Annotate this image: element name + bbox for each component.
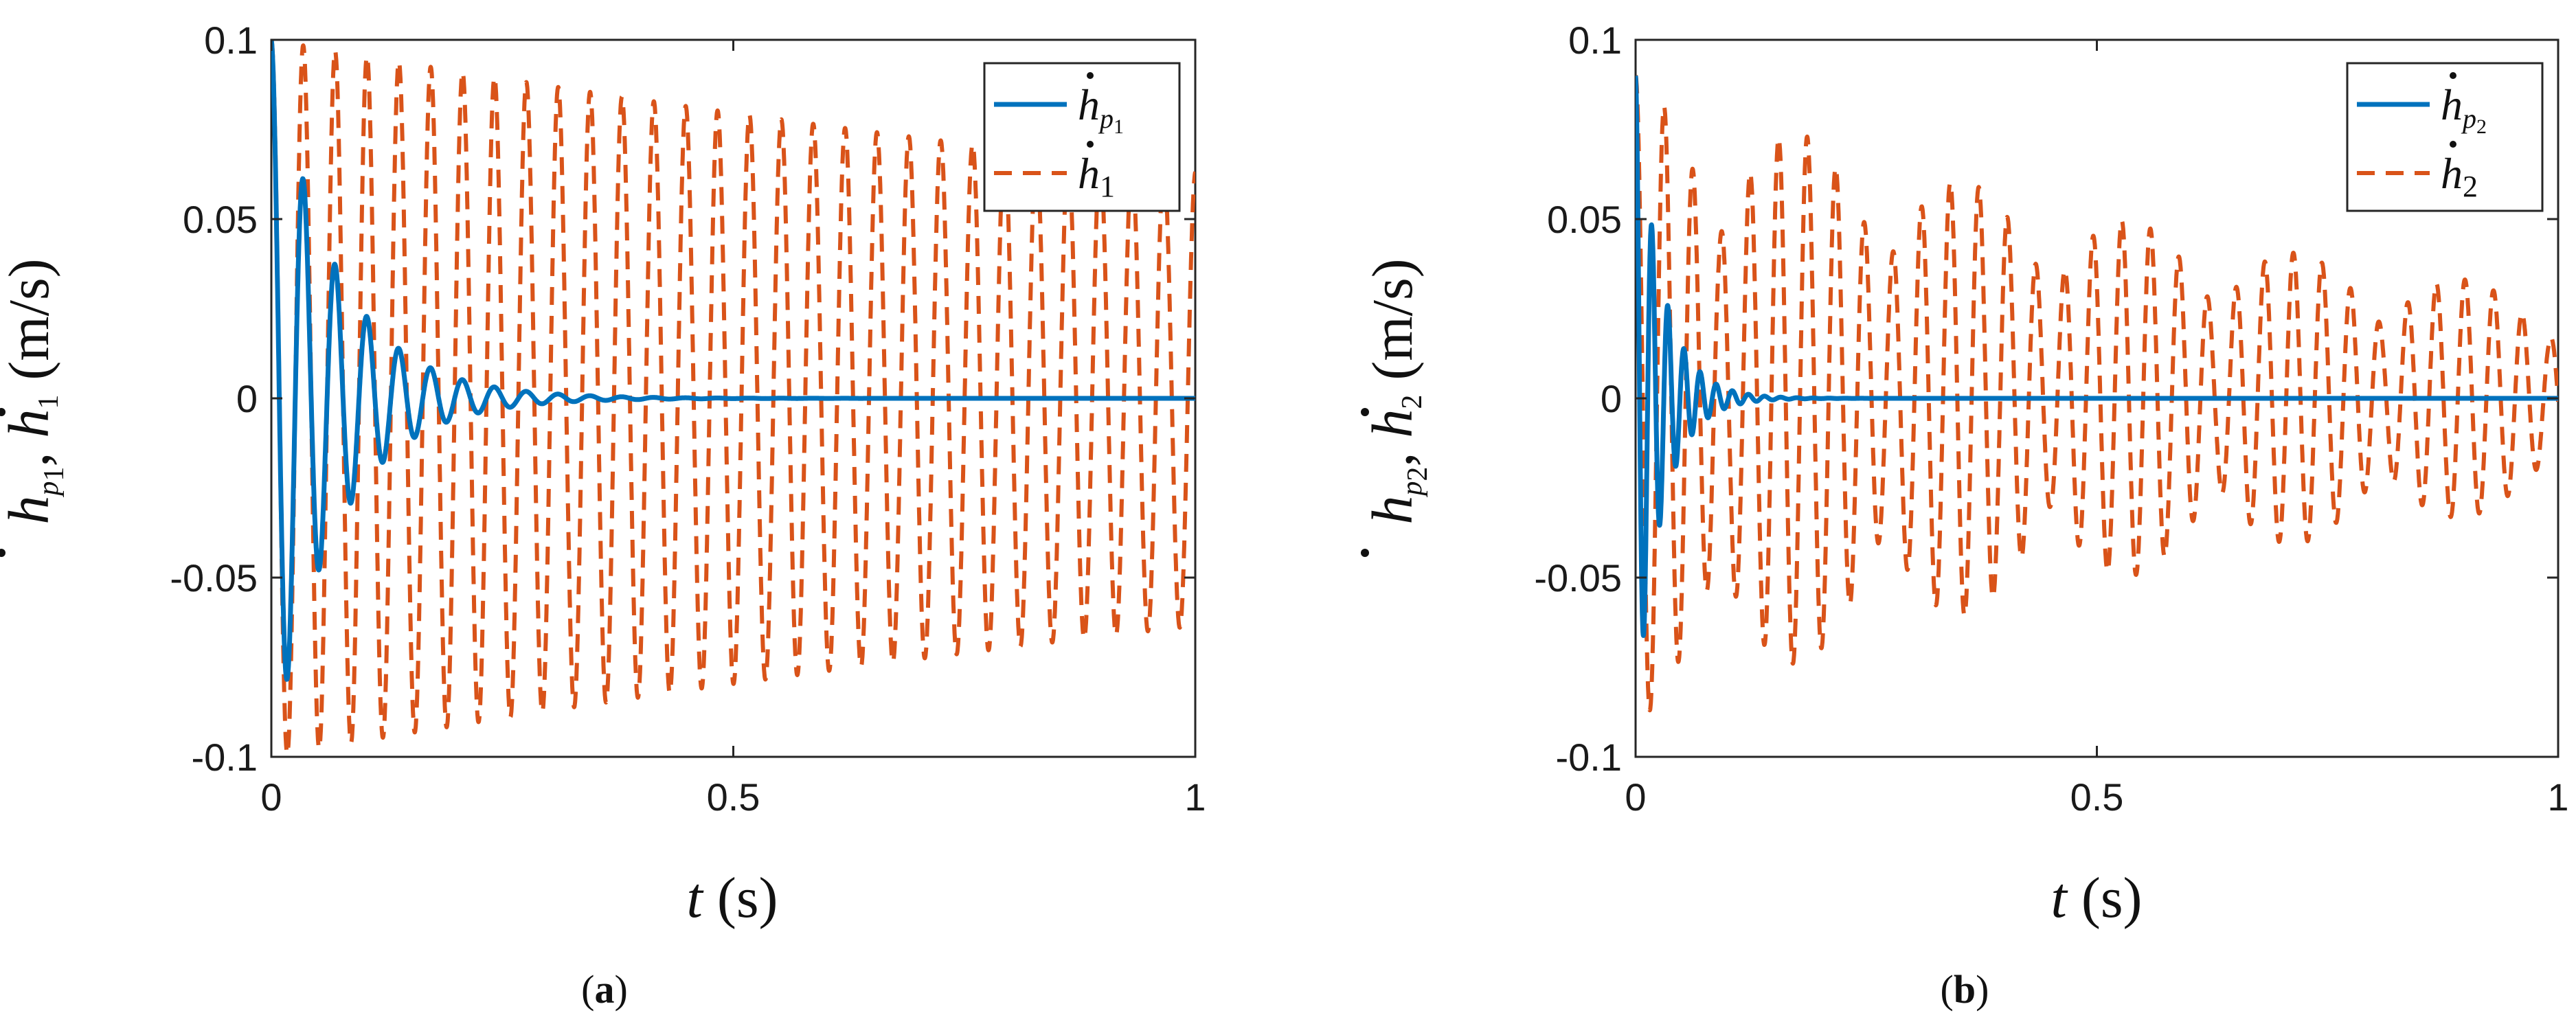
panel-b-ylabel-dot [1361, 408, 1369, 416]
panel-b-legend-dot-dashed [2450, 141, 2456, 148]
panel-a-xtick-label: 0 [260, 775, 282, 819]
panel-b-series-solid-line [1636, 76, 2558, 638]
panel-a-legend-label-solid: hp1 [1078, 80, 1124, 138]
panel-b-legend-dot-solid [2450, 72, 2456, 79]
panel-a-xlabel-var: t [687, 866, 705, 930]
panel-b-ytick-label: 0 [1601, 377, 1622, 420]
panel-a-ylabel-var: h [0, 409, 61, 438]
panel-a-ylabel-sub-p: p [33, 481, 65, 498]
panel-b-legend-label-dashed: h2 [2441, 149, 2478, 203]
panel-a-caption-letter: a [595, 967, 615, 1012]
panel-a-series-solid-line [271, 40, 1195, 682]
svg-text:hp1, h1 (m/s): hp1, h1 (m/s) [0, 258, 70, 524]
panel-a-ylabel-subsub-p: 1 [38, 467, 70, 481]
panel-b-series-dashed-line [1636, 73, 2558, 713]
panel-b-ylabel-var: h [1361, 409, 1425, 438]
panel-b-caption: (b) [1941, 967, 1989, 1012]
panel-a-y-axis-label: hp1, h1 (m/s) [0, 258, 70, 557]
panel-a-ylabel-unit: (m/s) [0, 258, 61, 380]
panel-a-ytick-label: -0.05 [170, 556, 258, 600]
panel-b-ylabel-dot-p [1361, 549, 1369, 557]
panel-b-legend-label-solid: hp2 [2441, 80, 2487, 138]
panel-b-y-axis-label: hp2, h2 (m/s) [1361, 258, 1434, 557]
panel-a-ytick-label: 0.1 [204, 19, 258, 62]
panel-b-ytick-label: 0.1 [1568, 19, 1622, 62]
panel-a-ylabel-sub: 1 [33, 395, 65, 409]
panel-b-xtick-label: 0.5 [2070, 775, 2124, 819]
panel-b-x-axis-label: t (s) [2051, 866, 2143, 930]
panel-a-ytick-label: -0.1 [192, 736, 258, 779]
panel-b-ylabel-sub: 2 [1397, 395, 1428, 409]
panel-a-legend-dot-solid [1087, 72, 1094, 79]
panel-b-ylabel-var-p: h [1361, 496, 1425, 525]
panel-a-caption: (a) [581, 967, 628, 1012]
panel-a-xtick-label: 1 [1184, 775, 1206, 819]
panel-a-legend-box [983, 62, 1181, 212]
panel-b-ylabel-unit: (m/s) [1361, 258, 1425, 380]
panel-b-caption-letter: b [1954, 967, 1976, 1012]
panel-b-xlabel-unit: (s) [2081, 866, 2143, 930]
panel-b-xlabel-var: t [2051, 866, 2069, 930]
panel-a-legend-dot-dashed [1087, 141, 1094, 148]
panel-a-x-axis-label: t (s) [687, 866, 778, 930]
panel-a-ylabel-dot-p [0, 549, 5, 557]
svg-text:hp2, h2 (m/s): hp2, h2 (m/s) [1361, 258, 1434, 524]
panel-a-xtick-label: 0.5 [707, 775, 760, 819]
panel-b-ylabel-sub-p: p [1397, 481, 1428, 498]
panel-b-xtick-label: 1 [2547, 775, 2568, 819]
panel-b-legend-box [2346, 62, 2544, 212]
panel-b-xtick-label: 0 [1625, 775, 1646, 819]
panel-b-ytick-label: -0.1 [1556, 736, 1623, 779]
panel-b-ytick-label: -0.05 [1534, 556, 1622, 600]
panel-a-legend-label-dashed: h1 [1078, 149, 1115, 203]
panel-b-ytick-label: 0.05 [1547, 198, 1622, 241]
panel-b-ylabel-subsub-p: 2 [1402, 467, 1434, 481]
panel-a-ytick-label: 0.05 [183, 198, 258, 241]
panel-a-series-dashed-line [271, 40, 1195, 756]
panel-a-ylabel-dot [0, 408, 5, 416]
panel-a-ylabel-var-p: h [0, 496, 61, 525]
panel-a-ytick-label: 0 [236, 377, 258, 420]
panel-a-xlabel-unit: (s) [717, 866, 778, 930]
